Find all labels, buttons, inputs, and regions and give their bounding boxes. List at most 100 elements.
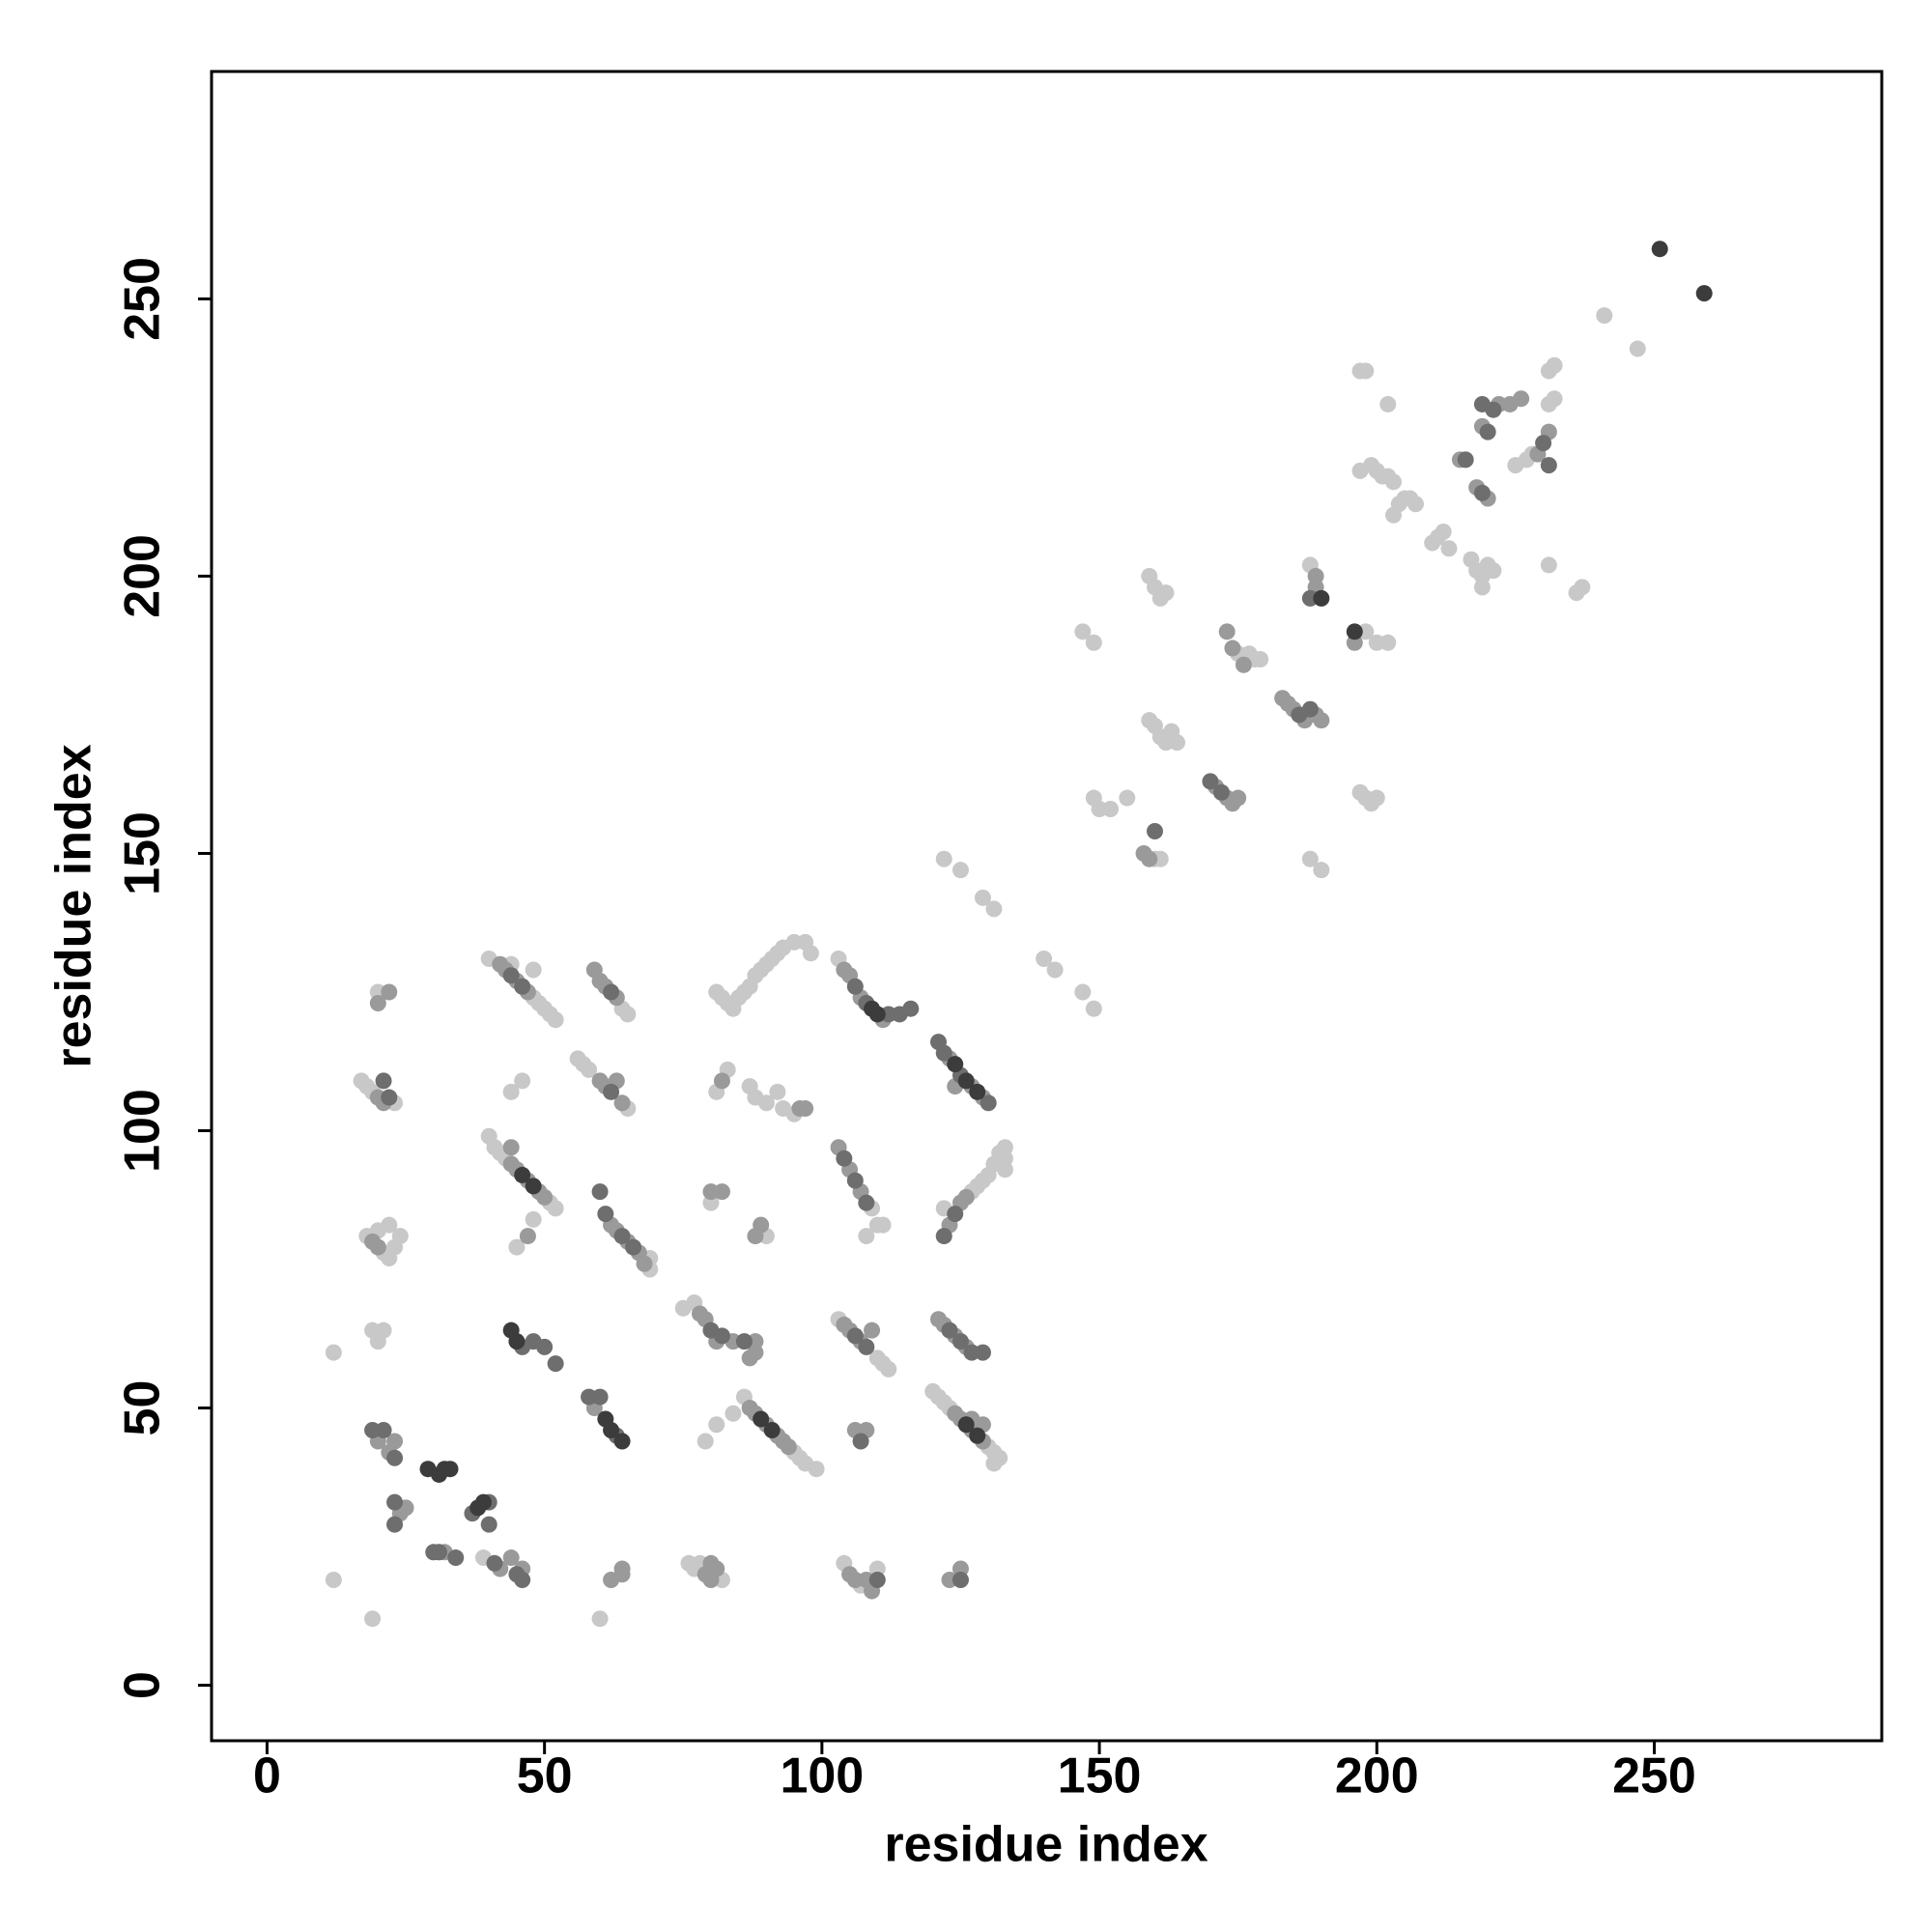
point — [591, 1610, 609, 1628]
point — [536, 1188, 554, 1206]
point — [947, 1056, 964, 1073]
point — [1212, 783, 1230, 801]
point — [386, 1516, 404, 1533]
point — [941, 1321, 958, 1339]
point — [797, 1100, 814, 1118]
point — [502, 1139, 520, 1156]
point — [364, 1422, 382, 1439]
point — [1435, 523, 1452, 540]
point — [514, 1072, 531, 1090]
point — [391, 1228, 409, 1245]
point — [1085, 1000, 1102, 1017]
point — [1252, 651, 1269, 668]
point — [724, 1405, 742, 1422]
point — [1406, 496, 1424, 513]
point — [625, 1238, 642, 1256]
plot-frame — [210, 70, 1884, 1743]
point — [947, 1206, 964, 1223]
point — [868, 1572, 886, 1589]
point — [957, 1072, 975, 1090]
point — [1535, 435, 1552, 452]
x-tick-label: 250 — [1612, 1748, 1696, 1804]
point — [508, 1333, 526, 1350]
point — [502, 1549, 520, 1567]
point — [735, 1333, 753, 1350]
point — [1379, 634, 1397, 651]
point — [613, 1560, 631, 1577]
point — [1074, 623, 1092, 640]
point — [1695, 285, 1713, 302]
point — [1313, 589, 1330, 607]
point — [514, 1166, 531, 1183]
point — [1036, 951, 1053, 968]
point — [969, 1427, 986, 1444]
point — [1218, 623, 1236, 640]
point — [1147, 822, 1164, 839]
point — [780, 1438, 797, 1456]
point — [386, 1449, 404, 1466]
point — [1473, 484, 1491, 501]
point — [1224, 639, 1241, 657]
point — [1385, 473, 1403, 491]
point — [952, 1333, 969, 1350]
point — [952, 1572, 969, 1589]
point — [741, 1350, 758, 1367]
point — [525, 1178, 542, 1195]
point — [381, 983, 398, 1001]
point — [1301, 850, 1319, 867]
point — [846, 1172, 864, 1189]
point — [375, 1321, 392, 1339]
point — [613, 1228, 631, 1245]
point — [974, 889, 991, 906]
point — [935, 1228, 952, 1245]
point — [1540, 457, 1557, 474]
point — [802, 945, 819, 962]
point — [957, 1416, 975, 1434]
x-tick-label: 150 — [1058, 1748, 1142, 1804]
point — [864, 1000, 881, 1017]
point — [431, 1544, 448, 1561]
point — [1301, 700, 1319, 718]
point — [846, 978, 864, 995]
point — [386, 1433, 404, 1450]
point — [508, 1566, 526, 1583]
point — [985, 1455, 1003, 1472]
point — [597, 1206, 614, 1223]
point — [957, 1188, 975, 1206]
point — [525, 961, 542, 979]
point — [591, 1183, 609, 1201]
point — [1457, 451, 1474, 469]
point — [1574, 579, 1591, 596]
point — [702, 1572, 720, 1589]
point — [381, 1089, 398, 1106]
point — [486, 1554, 503, 1572]
point — [996, 1161, 1013, 1179]
point — [713, 1183, 730, 1201]
point — [1513, 390, 1530, 408]
point — [858, 1194, 875, 1211]
point — [1202, 773, 1219, 790]
point — [757, 1094, 775, 1112]
point — [375, 1072, 392, 1090]
point — [613, 1433, 631, 1450]
point — [713, 1327, 730, 1345]
point — [1479, 423, 1496, 440]
x-tick-label: 200 — [1335, 1748, 1419, 1804]
point — [603, 983, 620, 1001]
point — [1313, 712, 1330, 729]
point — [902, 1000, 920, 1017]
point — [1629, 340, 1646, 357]
point — [547, 1011, 564, 1029]
point — [874, 1216, 892, 1234]
point — [985, 900, 1003, 918]
point — [1230, 789, 1247, 807]
point — [581, 1061, 598, 1078]
x-axis-title: residue index — [884, 1817, 1208, 1873]
point — [1485, 401, 1502, 418]
point — [364, 1610, 382, 1628]
y-tick-label: 200 — [115, 534, 171, 618]
point — [1357, 362, 1375, 380]
point — [974, 1344, 991, 1361]
